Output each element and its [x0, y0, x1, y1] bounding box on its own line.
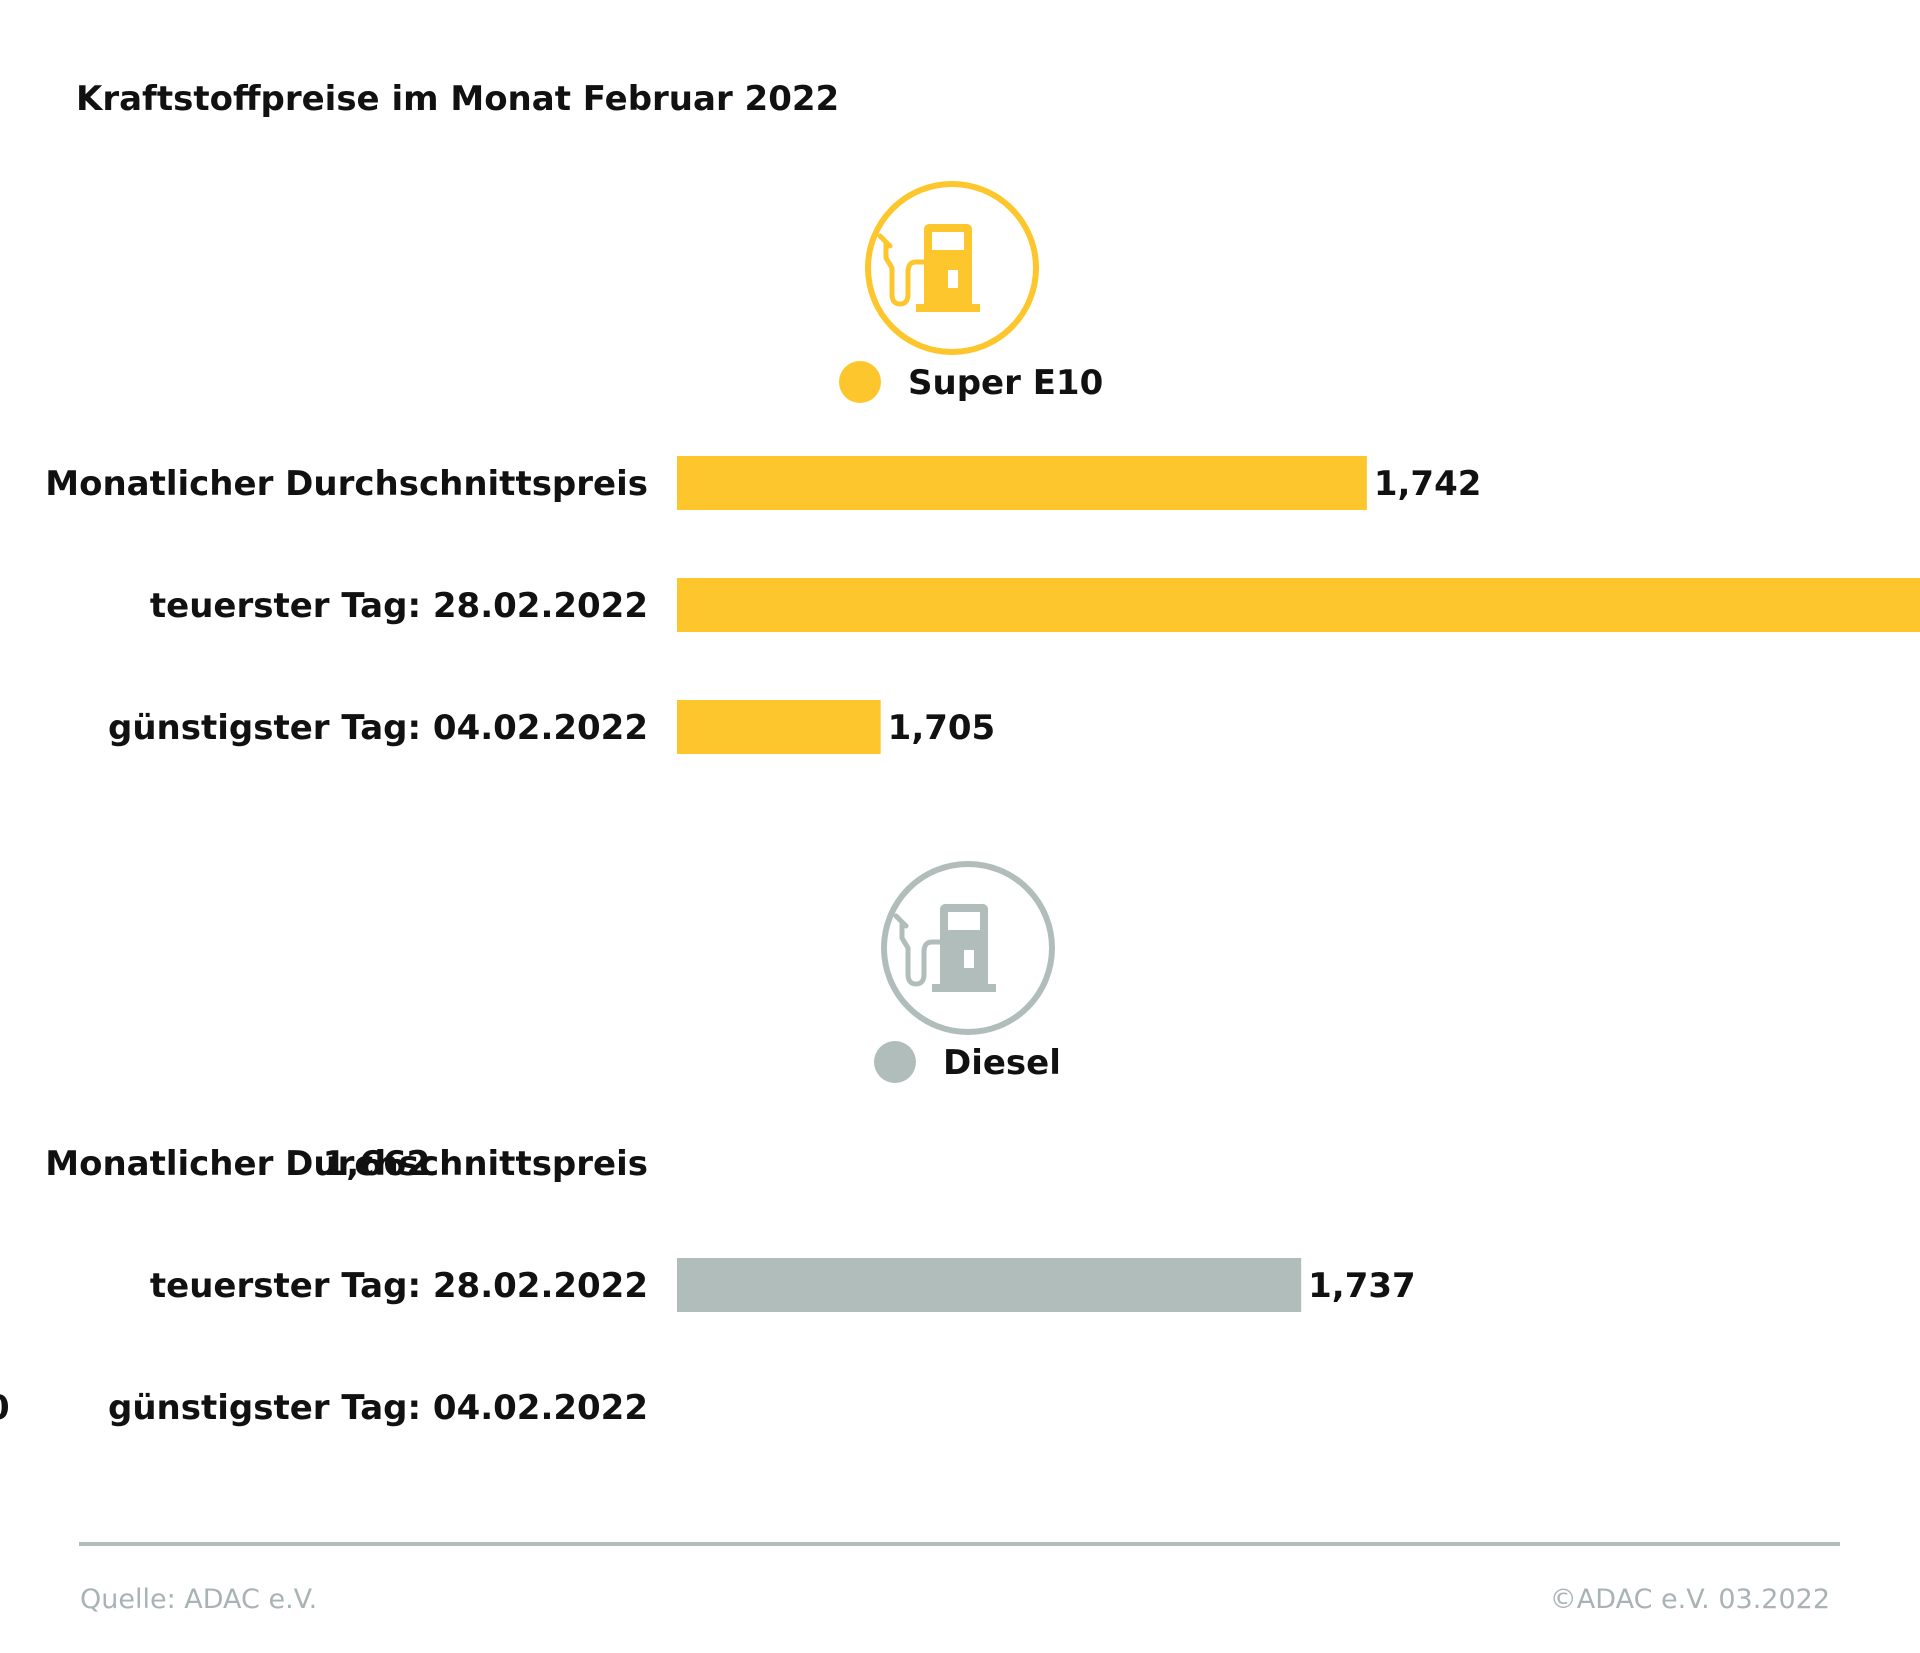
legend-dot-1 [839, 361, 881, 403]
value-label: 1,705 [888, 708, 996, 748]
category-label: teuerster Tag: 28.02.2022 [150, 1266, 648, 1306]
source-note: Quelle: ADAC e.V. [80, 1584, 317, 1615]
category-label: günstigster Tag: 04.02.2022 [108, 1388, 648, 1428]
value-label: 1,737 [1308, 1266, 1416, 1306]
legend-label-1: Super E10 [908, 363, 1103, 403]
category-label: teuerster Tag: 28.02.2022 [150, 586, 648, 626]
value-label: 1,742 [1374, 464, 1482, 504]
bar [677, 700, 881, 754]
value-label: 1,662 [323, 1144, 431, 1184]
series-group-1: Super E10 Monatlicher Durchschnittspreis 1… [45, 181, 1920, 754]
value-label: 1,630 [0, 1388, 10, 1428]
bar [677, 1258, 1302, 1312]
category-label: günstigster Tag: 04.02.2022 [108, 708, 648, 748]
category-label: Monatlicher Durchschnittspreis [45, 1144, 648, 1184]
series-group-2: Diesel Monatlicher Durchschnittspreis1,66… [0, 861, 1416, 1428]
chart-title: Kraftstoffpreise im Monat Februar 2022 [76, 79, 839, 119]
bar [677, 456, 1367, 510]
fuel-pump-icon [881, 861, 1055, 1035]
copyright-note: ©ADAC e.V. 03.2022 [1550, 1584, 1830, 1615]
bar [677, 578, 1920, 632]
legend-dot-2 [874, 1041, 916, 1083]
category-label: Monatlicher Durchschnittspreis [45, 464, 648, 504]
fuel-pump-icon [865, 181, 1039, 355]
legend-label-2: Diesel [943, 1043, 1061, 1083]
